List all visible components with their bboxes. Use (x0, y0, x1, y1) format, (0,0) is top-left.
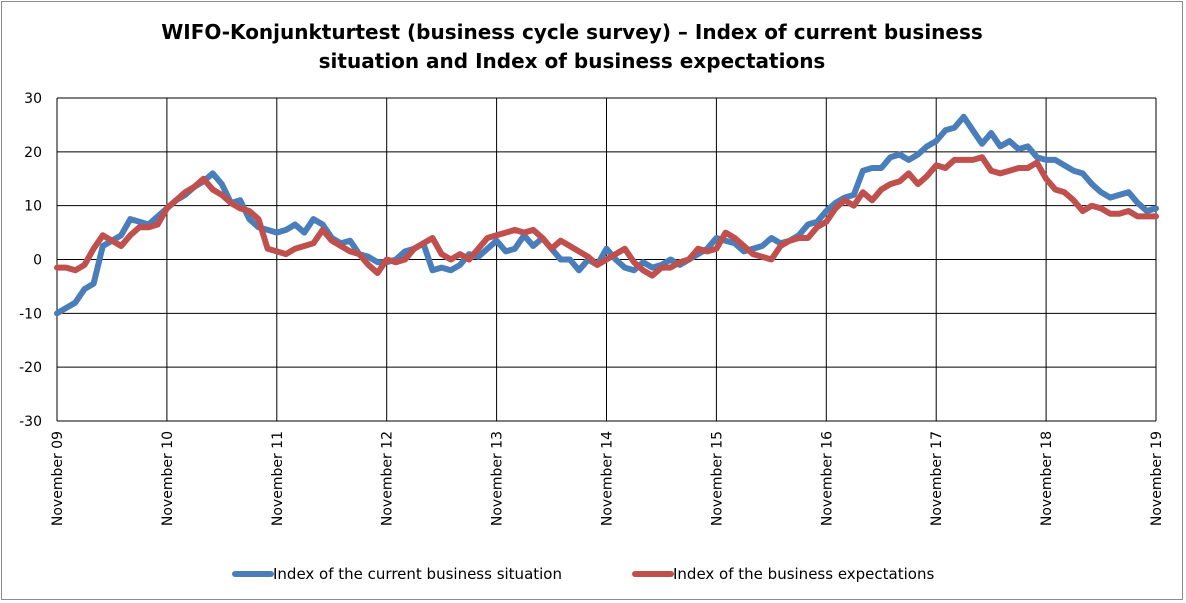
x-tick-label: November 13 (490, 431, 506, 526)
x-tick-label: November 11 (270, 431, 286, 526)
x-tick-label: November 19 (1149, 431, 1165, 526)
y-tick-label: 30 (24, 91, 42, 107)
y-tick-label: -20 (19, 360, 42, 376)
legend: Index of the current business situation I… (232, 565, 934, 583)
x-tick-label: November 14 (600, 431, 616, 526)
x-axis-ticks: November 09 November 10 November 11 Novembe… (50, 431, 1165, 526)
series-line-1 (54, 113, 1159, 317)
y-tick-label: -30 (19, 414, 42, 430)
x-tick-label: November 18 (1039, 431, 1055, 526)
legend-label-1: Index of the current business situation (273, 565, 562, 583)
x-tick-label: November 10 (160, 431, 176, 526)
chart-title-line-1: WIFO-Konjunkturtest (business cycle surv… (161, 20, 983, 44)
series-line-2 (54, 154, 1159, 279)
y-tick-label: 20 (24, 145, 42, 161)
x-tick-label: November 16 (819, 431, 835, 526)
series-lines (54, 113, 1159, 317)
x-tick-label: November 15 (709, 431, 725, 526)
chart-title-line-2: situation and Index of business expectat… (319, 49, 826, 73)
x-tick-label: November 12 (380, 431, 396, 526)
y-tick-label: -10 (19, 306, 42, 322)
x-tick-label: November 17 (929, 431, 945, 526)
legend-label-2: Index of the business expectations (673, 565, 934, 583)
y-axis-ticks: 30 20 10 0 -10 -20 -30 (19, 91, 42, 430)
x-tick-label: November 09 (50, 431, 66, 526)
y-tick-label: 10 (24, 199, 42, 215)
y-tick-label: 0 (33, 253, 42, 269)
